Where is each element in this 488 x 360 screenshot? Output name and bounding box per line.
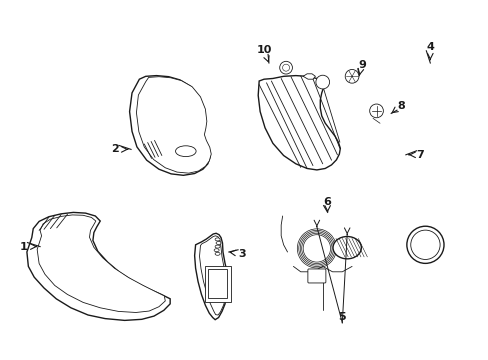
Ellipse shape <box>215 252 220 255</box>
Ellipse shape <box>214 249 219 252</box>
Ellipse shape <box>332 237 361 259</box>
Text: 5: 5 <box>338 312 346 322</box>
Text: 3: 3 <box>238 249 245 259</box>
Ellipse shape <box>410 230 439 260</box>
Ellipse shape <box>215 238 220 241</box>
Polygon shape <box>194 233 228 320</box>
Ellipse shape <box>315 75 329 89</box>
Ellipse shape <box>282 64 289 71</box>
Text: 2: 2 <box>111 144 119 154</box>
Ellipse shape <box>406 226 443 264</box>
Text: 7: 7 <box>416 150 424 160</box>
Polygon shape <box>37 215 165 312</box>
Polygon shape <box>199 236 226 315</box>
FancyBboxPatch shape <box>307 269 325 283</box>
Polygon shape <box>208 269 226 298</box>
Ellipse shape <box>345 69 358 83</box>
Polygon shape <box>303 74 315 79</box>
Ellipse shape <box>216 242 221 244</box>
Text: 4: 4 <box>426 42 433 52</box>
Text: 9: 9 <box>357 60 365 70</box>
Text: 1: 1 <box>20 242 27 252</box>
Polygon shape <box>136 77 211 173</box>
Text: 6: 6 <box>323 197 331 207</box>
Ellipse shape <box>215 245 220 248</box>
Polygon shape <box>258 76 340 170</box>
Polygon shape <box>205 266 230 302</box>
Text: 10: 10 <box>256 45 271 55</box>
Ellipse shape <box>279 61 292 74</box>
Ellipse shape <box>175 146 196 157</box>
Polygon shape <box>129 76 210 175</box>
Ellipse shape <box>369 104 383 118</box>
Polygon shape <box>27 212 170 320</box>
Text: 8: 8 <box>396 101 404 111</box>
